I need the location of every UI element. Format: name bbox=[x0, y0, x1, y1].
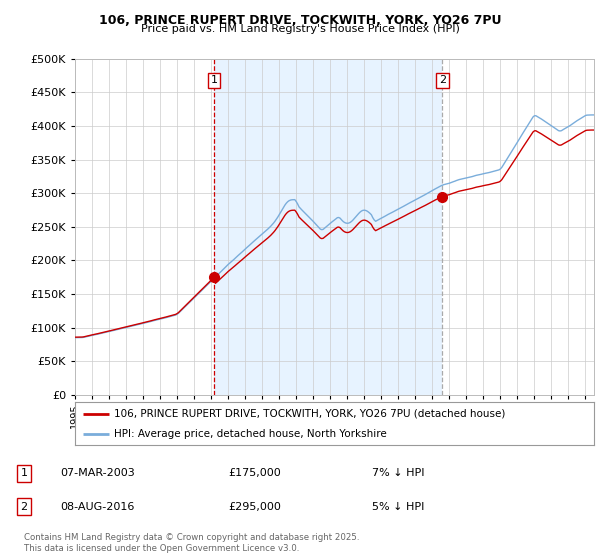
Text: 1: 1 bbox=[20, 468, 28, 478]
Text: 7% ↓ HPI: 7% ↓ HPI bbox=[372, 468, 425, 478]
Text: £175,000: £175,000 bbox=[228, 468, 281, 478]
Text: 5% ↓ HPI: 5% ↓ HPI bbox=[372, 502, 424, 512]
Text: 1: 1 bbox=[211, 75, 218, 85]
Bar bbox=[214, 59, 442, 395]
Text: 2: 2 bbox=[20, 502, 28, 512]
Text: 07-MAR-2003: 07-MAR-2003 bbox=[60, 468, 135, 478]
Text: Contains HM Land Registry data © Crown copyright and database right 2025.
This d: Contains HM Land Registry data © Crown c… bbox=[24, 533, 359, 553]
Text: 08-AUG-2016: 08-AUG-2016 bbox=[60, 502, 134, 512]
Text: HPI: Average price, detached house, North Yorkshire: HPI: Average price, detached house, Nort… bbox=[114, 430, 386, 439]
Text: 2: 2 bbox=[439, 75, 446, 85]
Text: 106, PRINCE RUPERT DRIVE, TOCKWITH, YORK, YO26 7PU: 106, PRINCE RUPERT DRIVE, TOCKWITH, YORK… bbox=[99, 14, 501, 27]
Text: Price paid vs. HM Land Registry's House Price Index (HPI): Price paid vs. HM Land Registry's House … bbox=[140, 24, 460, 34]
Text: £295,000: £295,000 bbox=[228, 502, 281, 512]
Text: 106, PRINCE RUPERT DRIVE, TOCKWITH, YORK, YO26 7PU (detached house): 106, PRINCE RUPERT DRIVE, TOCKWITH, YORK… bbox=[114, 409, 505, 419]
